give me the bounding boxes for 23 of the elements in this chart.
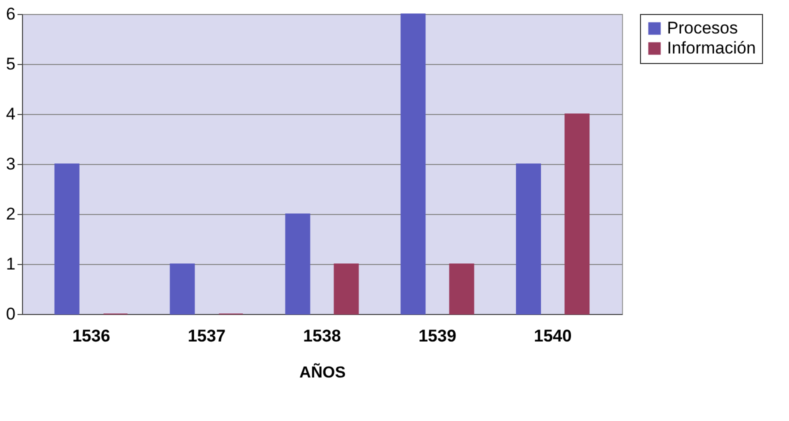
x-tick-label: 1539 <box>418 326 456 346</box>
y-tick-label: 5 <box>6 54 16 74</box>
bar <box>334 264 359 314</box>
y-tick-label: 1 <box>6 254 16 274</box>
legend-label: Información <box>667 38 756 58</box>
y-tick-label: 3 <box>6 154 16 174</box>
bar <box>170 264 195 314</box>
bar <box>516 164 541 314</box>
y-tick-label: 4 <box>6 104 16 124</box>
x-tick-label: 1536 <box>72 326 110 346</box>
y-tick-label: 2 <box>6 204 16 224</box>
x-tick-label: 1537 <box>188 326 226 346</box>
x-tick-label: 1538 <box>303 326 341 346</box>
y-tick-label: 6 <box>6 4 16 24</box>
y-tick-label: 0 <box>6 304 16 324</box>
bar <box>54 164 80 314</box>
x-tick-label: 1540 <box>534 326 572 346</box>
bar <box>449 264 474 314</box>
bar <box>564 114 590 314</box>
x-axis-title: AÑOS <box>299 362 346 382</box>
bar <box>285 214 310 314</box>
legend-label: Procesos <box>667 18 738 38</box>
bar <box>400 14 426 314</box>
